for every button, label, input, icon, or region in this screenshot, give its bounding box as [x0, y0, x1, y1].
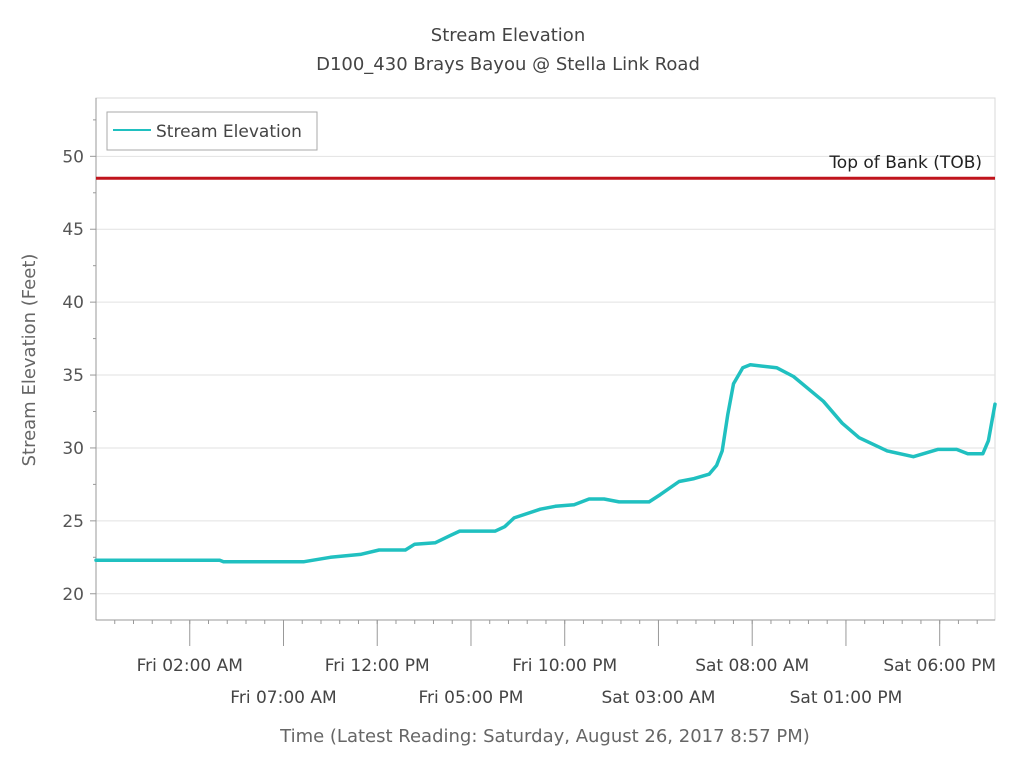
x-tick-label: Fri 05:00 PM — [418, 688, 523, 708]
y-axis: 20 25 30 35 40 45 50 — [62, 98, 96, 620]
legend: Stream Elevation — [107, 112, 317, 150]
x-tick-label: Sat 03:00 AM — [601, 688, 715, 708]
x-tick-label: Fri 02:00 AM — [137, 656, 243, 676]
x-tick-label: Sat 08:00 AM — [695, 656, 809, 676]
legend-label: Stream Elevation — [156, 122, 302, 142]
y-tick-label: 40 — [62, 293, 84, 313]
y-tick-label: 30 — [62, 439, 84, 459]
y-axis-label: Stream Elevation (Feet) — [19, 254, 40, 467]
y-tick-label: 25 — [62, 512, 84, 532]
top-of-bank-label: Top of Bank (TOB) — [828, 153, 982, 173]
plot-area — [96, 98, 995, 620]
x-tick-label: Fri 07:00 AM — [230, 688, 336, 708]
y-tick-label: 20 — [62, 585, 84, 605]
y-tick-label: 35 — [62, 366, 84, 386]
chart-title: Stream Elevation — [431, 25, 585, 46]
x-tick-label: Sat 06:00 PM — [883, 656, 996, 676]
y-tick-label: 50 — [62, 147, 84, 167]
y-tick-label: 45 — [62, 220, 84, 240]
x-axis-label: Time (Latest Reading: Saturday, August 2… — [279, 726, 810, 747]
x-axis: Fri 02:00 AM Fri 07:00 AM Fri 12:00 PM Fri … — [96, 620, 996, 708]
x-tick-label: Sat 01:00 PM — [790, 688, 903, 708]
x-tick-label: Fri 12:00 PM — [325, 656, 430, 676]
x-tick-label: Fri 10:00 PM — [512, 656, 617, 676]
chart-subtitle: D100_430 Brays Bayou @ Stella Link Road — [316, 54, 700, 75]
